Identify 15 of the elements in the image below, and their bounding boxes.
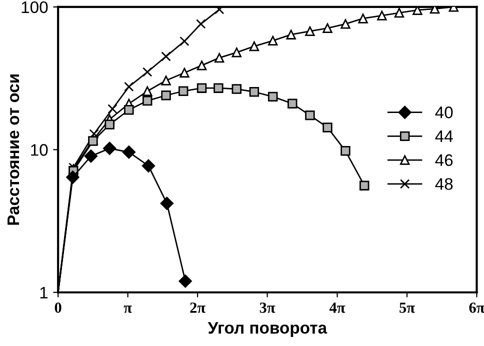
x-tick-label: 3π [260,302,276,313]
x-tick-label: 5π [400,302,415,313]
x-axis-title: Угол поворота [208,322,328,338]
x-tick-label: 0 [54,302,62,313]
y-tick-label: 100 [22,1,48,14]
legend-label: 40 [435,106,453,118]
legend-label: 48 [435,178,453,190]
y-axis-title: Расстояние от оси [8,74,20,225]
x-tick-label: π [124,306,132,313]
legend-label: 44 [435,130,453,142]
y-tick-label: 10 [31,144,48,156]
x-tick-label: 4π [329,302,346,313]
legend-label: 46 [435,154,453,166]
y-tick-label: 1 [40,286,48,298]
x-tick-label: 2π [190,302,206,313]
